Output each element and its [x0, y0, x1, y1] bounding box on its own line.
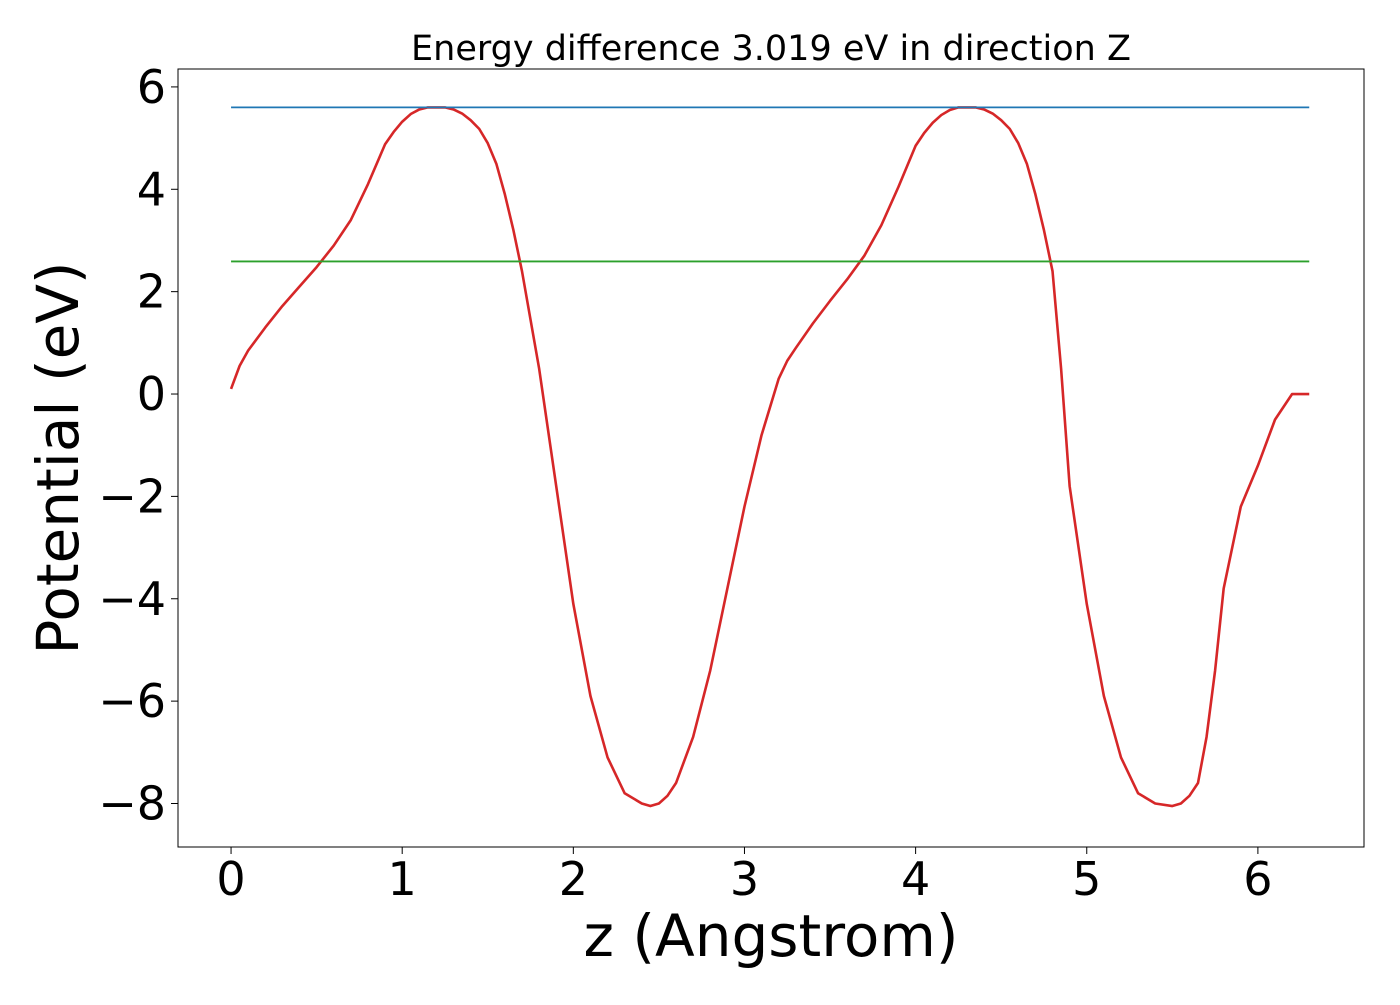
- y-tick-label: 2: [137, 265, 166, 319]
- x-tick-label: 1: [388, 852, 417, 906]
- chart-title: Energy difference 3.019 eV in direction …: [411, 29, 1131, 69]
- x-tick-label: 4: [901, 852, 930, 906]
- x-tick-label: 5: [1072, 852, 1101, 906]
- y-tick-label: 0: [137, 367, 166, 421]
- x-tick-label: 6: [1243, 852, 1272, 906]
- x-ticks: 0 1 2 3 4 5 6: [216, 847, 1273, 906]
- y-tick-label: 6: [137, 60, 166, 114]
- potential-line: [229, 106, 1310, 808]
- y-tick-label: −8: [98, 776, 166, 830]
- y-tick-label: −2: [98, 469, 166, 523]
- plot-layer: [229, 106, 1310, 808]
- y-tick-label: −4: [98, 572, 166, 626]
- x-axis-label: z (Angstrom): [584, 902, 959, 970]
- x-tick-label: 0: [216, 852, 245, 906]
- x-tick-label: 3: [730, 852, 759, 906]
- y-tick-label: 4: [137, 162, 166, 216]
- x-tick-label: 2: [559, 852, 588, 906]
- y-tick-label: −6: [98, 674, 166, 728]
- axes-frame: [177, 68, 1365, 848]
- y-axis-label: Potential (eV): [24, 261, 92, 654]
- y-ticks: 6 4 2 0 −2 −4 −6 −8: [98, 60, 178, 830]
